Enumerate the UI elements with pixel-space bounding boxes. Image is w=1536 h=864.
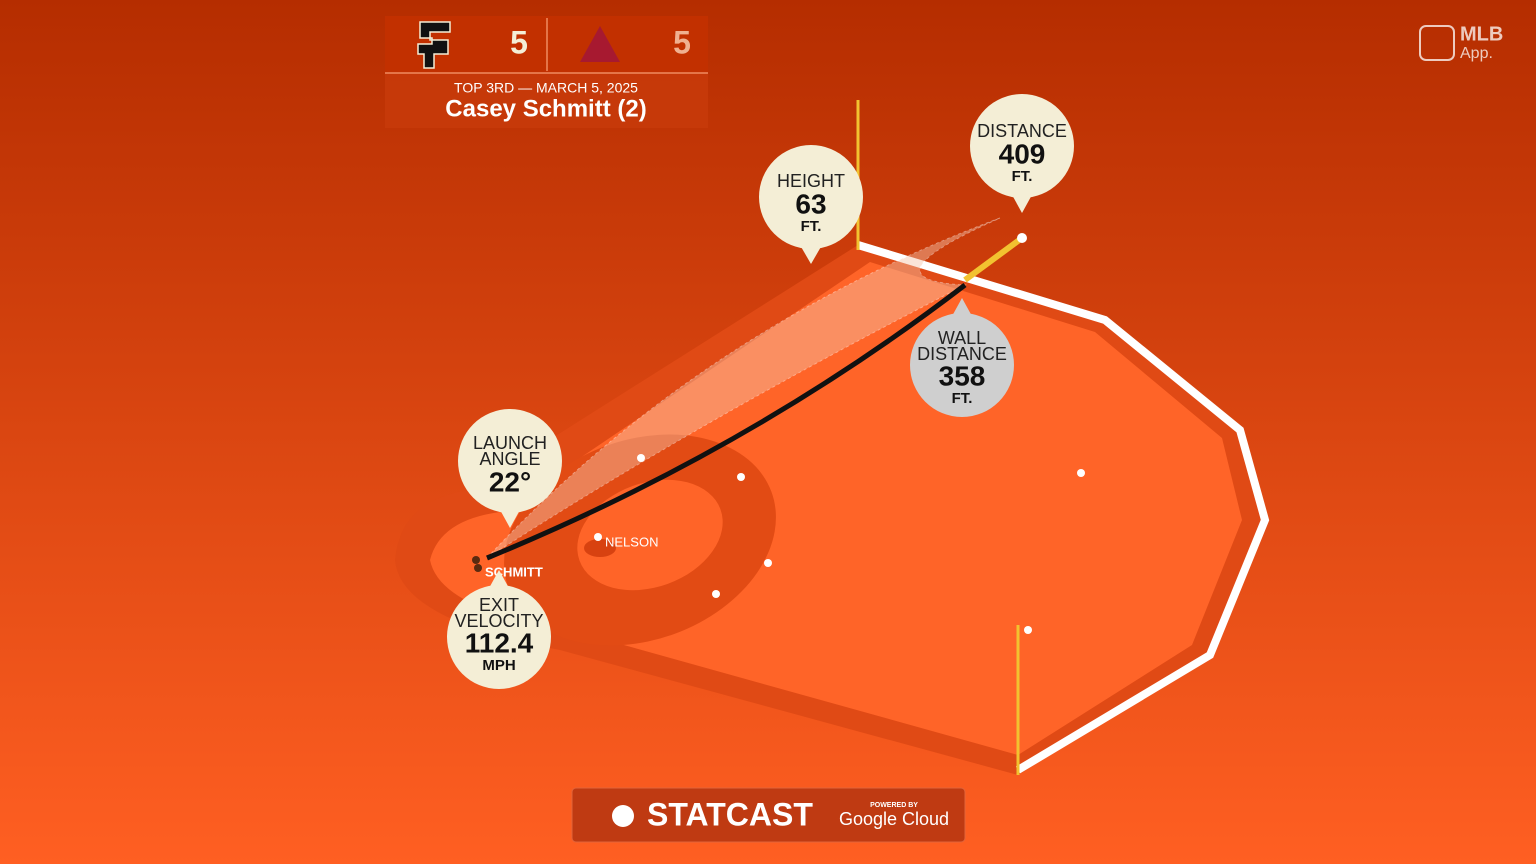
scoreboard: 5 5 TOP 3RD — MARCH 5, 2025 Casey Schmit… bbox=[385, 16, 708, 128]
callout-label: HEIGHT bbox=[777, 171, 845, 191]
score: 5 bbox=[510, 24, 528, 60]
player-markers bbox=[472, 454, 1085, 634]
team-logo bbox=[417, 21, 451, 69]
app-text: MLB bbox=[1460, 23, 1503, 45]
app-text: App. bbox=[1460, 45, 1493, 62]
field bbox=[395, 100, 1270, 775]
callout-unit: FT. bbox=[1012, 168, 1033, 185]
statcast-logo: STATCAST bbox=[647, 796, 813, 832]
callout: EXIT VELOCITY 112.4 MPH bbox=[447, 570, 551, 689]
batter: Casey Schmitt (2) bbox=[445, 95, 646, 122]
situation: TOP 3RD — MARCH 5, 2025 bbox=[454, 80, 638, 96]
callout-unit: FT. bbox=[952, 390, 973, 407]
callout-label: WALL DISTANCE bbox=[917, 328, 1007, 364]
callout-value: 63 bbox=[795, 188, 826, 219]
score: 5 bbox=[673, 24, 691, 60]
callout-value: 409 bbox=[999, 138, 1046, 169]
callout: WALL DISTANCE 358 FT. bbox=[910, 298, 1014, 417]
statcast-bar: STATCAST POWERED BY Google Cloud bbox=[571, 787, 966, 843]
callout-value: 112.4 bbox=[465, 627, 534, 658]
callout-unit: MPH bbox=[482, 657, 515, 674]
google-cloud: Google Cloud bbox=[839, 809, 949, 829]
app-badge: MLB App. bbox=[1419, 23, 1503, 62]
callout-unit: FT. bbox=[801, 218, 822, 235]
callout-label: EXIT VELOCITY bbox=[454, 595, 543, 631]
callout-value: 358 bbox=[939, 360, 986, 391]
callout-value: 22° bbox=[489, 466, 531, 497]
team-logo bbox=[580, 26, 620, 62]
callout-label: LAUNCH ANGLE bbox=[473, 433, 547, 469]
callout: DISTANCE 409 FT. bbox=[970, 94, 1074, 213]
player-label: NELSON bbox=[605, 534, 658, 549]
callout-label: DISTANCE bbox=[977, 121, 1067, 141]
powered-by: POWERED BY bbox=[870, 802, 918, 809]
callout: LAUNCH ANGLE 22° bbox=[458, 409, 562, 528]
trajectory bbox=[486, 217, 1001, 561]
callout: HEIGHT 63 FT. bbox=[759, 145, 863, 264]
player-label: SCHMITT bbox=[485, 564, 543, 579]
